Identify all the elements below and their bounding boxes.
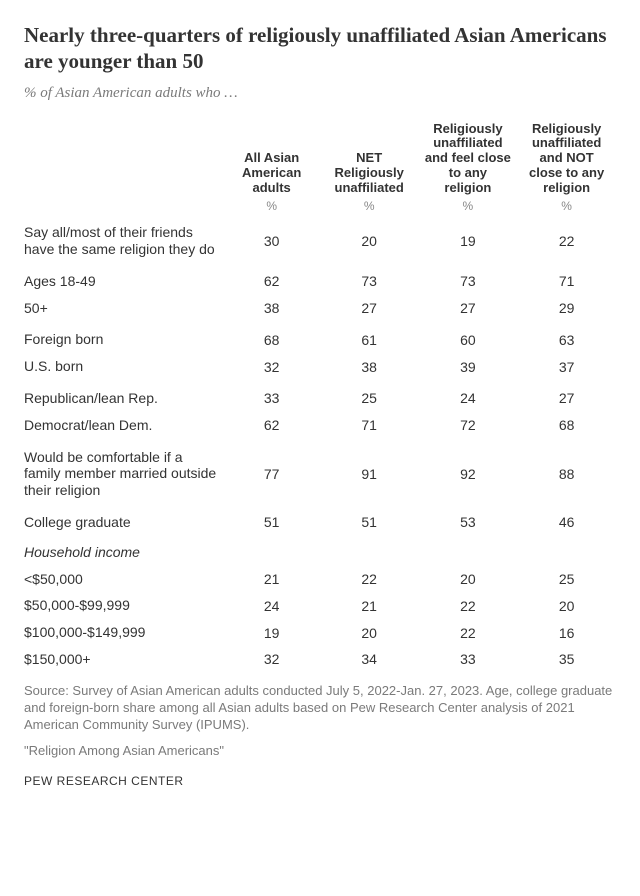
table-row: <$50,00021222025 bbox=[24, 566, 616, 593]
col-header: Religiously unaffiliated and feel close … bbox=[419, 118, 518, 199]
cell-value: 88 bbox=[517, 439, 616, 504]
table-row: Republican/lean Rep.33252427 bbox=[24, 380, 616, 412]
cell-value: 20 bbox=[419, 566, 518, 593]
cell-value: 73 bbox=[320, 263, 419, 295]
cell-value: 25 bbox=[320, 380, 419, 412]
cell-value: 22 bbox=[419, 619, 518, 646]
cell-value: 27 bbox=[320, 295, 419, 322]
pct-symbol: % bbox=[223, 198, 319, 219]
cell-value: 24 bbox=[419, 380, 518, 412]
row-label: Democrat/lean Dem. bbox=[24, 412, 223, 439]
cell-value: 29 bbox=[517, 295, 616, 322]
cell-value: 32 bbox=[223, 353, 319, 380]
cell-value: 73 bbox=[419, 263, 518, 295]
table-row: 50+38272729 bbox=[24, 295, 616, 322]
row-label: Say all/most of their friends have the s… bbox=[24, 219, 223, 263]
cell-value: 20 bbox=[517, 592, 616, 619]
cell-value: 91 bbox=[320, 439, 419, 504]
pct-symbol: % bbox=[320, 198, 419, 219]
row-label: <$50,000 bbox=[24, 566, 223, 593]
cell-value: 32 bbox=[223, 646, 319, 673]
cell-value: 38 bbox=[320, 353, 419, 380]
chart-title: Nearly three-quarters of religiously una… bbox=[24, 22, 616, 75]
section-header-row: Household income bbox=[24, 536, 616, 566]
cell-value: 30 bbox=[223, 219, 319, 263]
cell-value: 62 bbox=[223, 412, 319, 439]
table-row: Ages 18-4962737371 bbox=[24, 263, 616, 295]
cell-value: 22 bbox=[320, 566, 419, 593]
table-row: College graduate51515346 bbox=[24, 504, 616, 536]
cell-value: 33 bbox=[419, 646, 518, 673]
cell-value: 21 bbox=[320, 592, 419, 619]
cell-value: 72 bbox=[419, 412, 518, 439]
data-table: All Asian American adults NET Religiousl… bbox=[24, 118, 616, 673]
cell-value: 71 bbox=[320, 412, 419, 439]
cell-value: 51 bbox=[223, 504, 319, 536]
table-row: Democrat/lean Dem.62717268 bbox=[24, 412, 616, 439]
cell-value: 24 bbox=[223, 592, 319, 619]
cell-value: 71 bbox=[517, 263, 616, 295]
table-row: Foreign born68616063 bbox=[24, 321, 616, 353]
cell-value: 20 bbox=[320, 619, 419, 646]
cell-value: 19 bbox=[419, 219, 518, 263]
pct-symbol: % bbox=[419, 198, 518, 219]
cell-value: 51 bbox=[320, 504, 419, 536]
report-title-note: "Religion Among Asian Americans" bbox=[24, 743, 616, 760]
table-row: Would be comfortable if a family member … bbox=[24, 439, 616, 504]
cell-value: 27 bbox=[419, 295, 518, 322]
row-label: 50+ bbox=[24, 295, 223, 322]
row-label: Republican/lean Rep. bbox=[24, 380, 223, 412]
cell-value: 16 bbox=[517, 619, 616, 646]
col-header: Religiously unaffiliated and NOT close t… bbox=[517, 118, 616, 199]
cell-value: 19 bbox=[223, 619, 319, 646]
row-label: Ages 18-49 bbox=[24, 263, 223, 295]
cell-value: 68 bbox=[223, 321, 319, 353]
cell-value: 62 bbox=[223, 263, 319, 295]
cell-value: 68 bbox=[517, 412, 616, 439]
cell-value: 25 bbox=[517, 566, 616, 593]
row-label: U.S. born bbox=[24, 353, 223, 380]
pct-symbol: % bbox=[517, 198, 616, 219]
cell-value: 37 bbox=[517, 353, 616, 380]
cell-value: 77 bbox=[223, 439, 319, 504]
cell-value: 20 bbox=[320, 219, 419, 263]
cell-value: 63 bbox=[517, 321, 616, 353]
table-row: $100,000-$149,99919202216 bbox=[24, 619, 616, 646]
cell-value: 61 bbox=[320, 321, 419, 353]
table-row: Say all/most of their friends have the s… bbox=[24, 219, 616, 263]
table-row: $50,000-$99,99924212220 bbox=[24, 592, 616, 619]
row-label: $100,000-$149,999 bbox=[24, 619, 223, 646]
cell-value: 46 bbox=[517, 504, 616, 536]
cell-value: 35 bbox=[517, 646, 616, 673]
attribution: PEW RESEARCH CENTER bbox=[24, 774, 616, 788]
cell-value: 34 bbox=[320, 646, 419, 673]
cell-value: 38 bbox=[223, 295, 319, 322]
cell-value: 33 bbox=[223, 380, 319, 412]
col-header: NET Religiously unaffiliated bbox=[320, 118, 419, 199]
cell-value: 92 bbox=[419, 439, 518, 504]
cell-value: 22 bbox=[517, 219, 616, 263]
row-label: Would be comfortable if a family member … bbox=[24, 439, 223, 504]
cell-value: 39 bbox=[419, 353, 518, 380]
table-row: $150,000+32343335 bbox=[24, 646, 616, 673]
pct-row: % % % % bbox=[24, 198, 616, 219]
cell-value: 60 bbox=[419, 321, 518, 353]
row-label: College graduate bbox=[24, 504, 223, 536]
cell-value: 21 bbox=[223, 566, 319, 593]
cell-value: 27 bbox=[517, 380, 616, 412]
row-label: $150,000+ bbox=[24, 646, 223, 673]
cell-value: 22 bbox=[419, 592, 518, 619]
column-header-row: All Asian American adults NET Religiousl… bbox=[24, 118, 616, 199]
row-label: $50,000-$99,999 bbox=[24, 592, 223, 619]
cell-value: 53 bbox=[419, 504, 518, 536]
row-label: Foreign born bbox=[24, 321, 223, 353]
section-header-label: Household income bbox=[24, 536, 616, 566]
source-note: Source: Survey of Asian American adults … bbox=[24, 683, 616, 734]
col-header: All Asian American adults bbox=[223, 118, 319, 199]
chart-subtitle: % of Asian American adults who … bbox=[24, 85, 616, 102]
table-row: U.S. born32383937 bbox=[24, 353, 616, 380]
